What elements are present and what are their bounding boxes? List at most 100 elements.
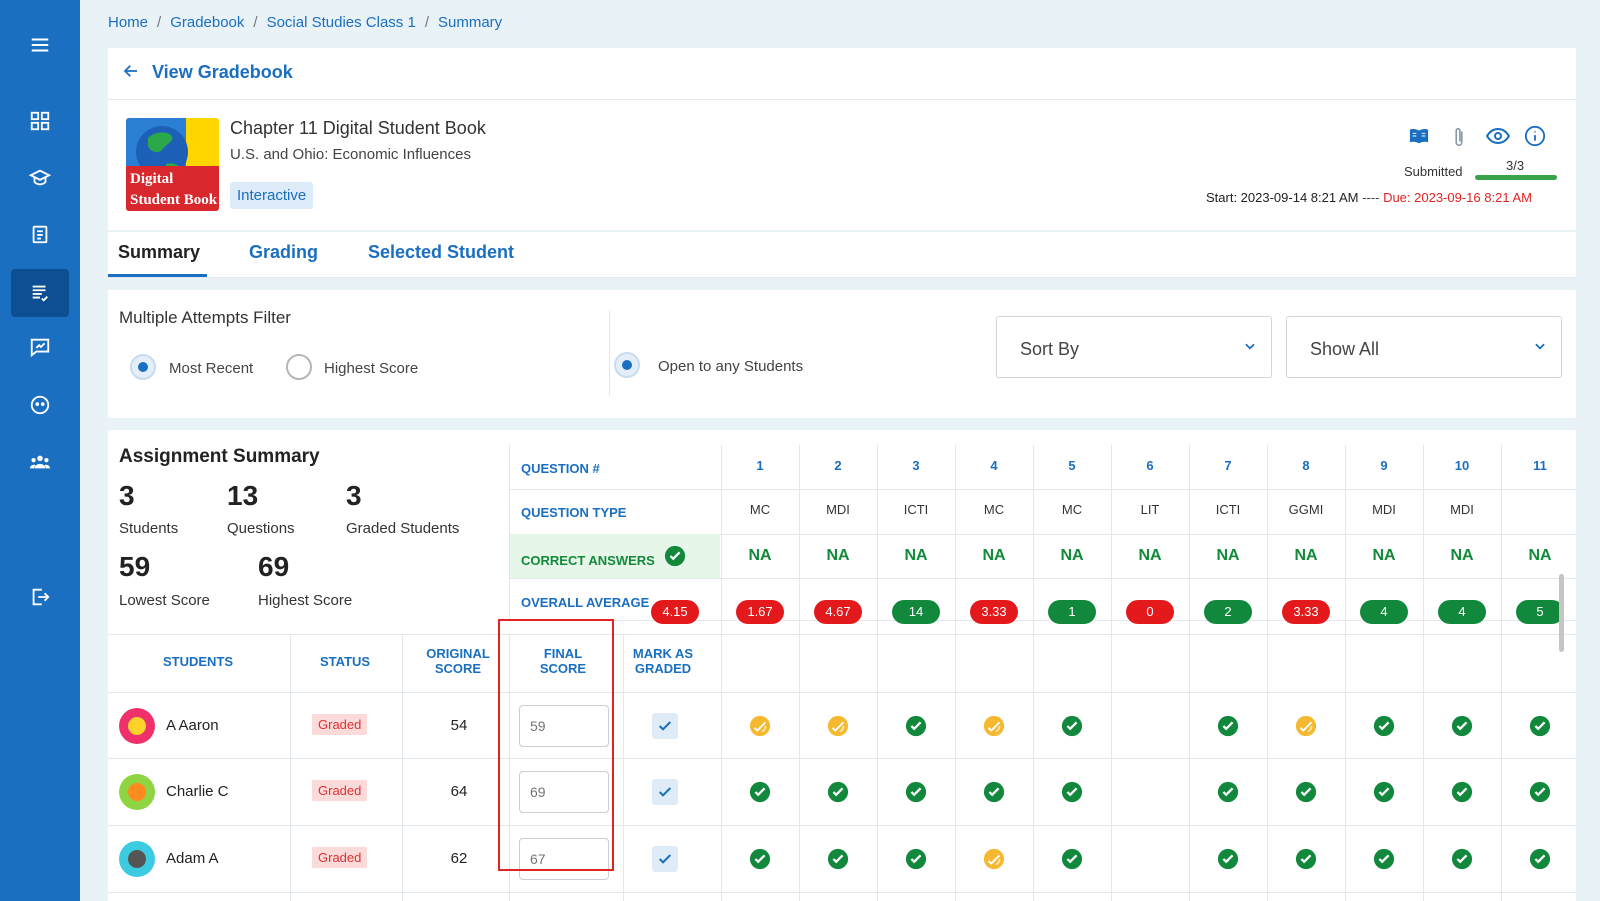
grid-line (1033, 445, 1034, 901)
question-type: MDI (1372, 502, 1396, 517)
tab-selected-student[interactable]: Selected Student (368, 242, 515, 262)
highest-score: 69 (258, 551, 290, 582)
most-recent-radio[interactable] (130, 354, 156, 380)
submitted-progress-bar (1475, 175, 1557, 180)
final-score-input[interactable] (519, 771, 609, 813)
grid-line (1267, 445, 1268, 901)
overall-average-label: OVERALL AVERAGE (521, 595, 650, 610)
assignment-title: Chapter 11 Digital Student Book (230, 118, 486, 138)
tab-grading[interactable]: Grading (249, 242, 319, 262)
correct-check-icon (749, 848, 771, 870)
correct-answer: NA (1528, 547, 1552, 564)
questions-label: Questions (227, 520, 295, 537)
mark-graded-checkbox[interactable] (652, 779, 678, 805)
question-average-badge: 4 (1360, 600, 1408, 624)
dashboard-icon[interactable] (11, 97, 69, 145)
mark-graded-checkbox[interactable] (652, 713, 678, 739)
final-score-input[interactable] (519, 838, 609, 880)
chart-message-icon[interactable] (11, 323, 69, 371)
correct-check-icon (1061, 715, 1083, 737)
highest-score-label: Highest Score (258, 592, 353, 609)
mark-graded-checkbox[interactable] (652, 846, 678, 872)
final-score-input[interactable] (519, 705, 609, 747)
info-icon[interactable] (1524, 125, 1546, 147)
final-score-header-line-1: FINAL (543, 646, 583, 661)
clipboard-icon[interactable] (11, 210, 69, 258)
status-badge: Graded (312, 714, 368, 735)
open-to-students-radio[interactable] (614, 352, 640, 378)
original-score-header-line-2: SCORE (434, 661, 482, 676)
grid-line (290, 634, 291, 901)
breadcrumb-separator: / (424, 14, 429, 31)
question-number: 7 (1224, 458, 1232, 473)
grid-line (509, 445, 510, 620)
student-name[interactable]: Charlie C (166, 783, 229, 800)
filter-panel: Multiple Attempts Filter Most Recent Hig… (108, 290, 1576, 418)
avatar-face (128, 850, 146, 868)
question-average-badge: 0 (1126, 600, 1174, 624)
grid-line (402, 634, 403, 901)
grid-line (721, 445, 722, 901)
correct-check-icon (827, 848, 849, 870)
sort-by-select[interactable]: Sort By (996, 316, 1272, 378)
book-icon[interactable] (1408, 126, 1430, 146)
tab-summary[interactable]: Summary (118, 242, 201, 262)
gradebook-icon[interactable] (11, 269, 69, 317)
mark-as-graded-header-line-1: MARK AS (632, 646, 694, 661)
users-icon[interactable] (11, 438, 69, 486)
final-score-header-line-2: SCORE (539, 661, 587, 676)
summary-title: Assignment Summary (119, 446, 320, 467)
question-type: MDI (1450, 502, 1474, 517)
eye-icon[interactable] (1486, 126, 1510, 146)
question-number: 10 (1454, 458, 1470, 473)
breadcrumb-gradebook[interactable]: Gradebook (170, 14, 245, 31)
partial-credit-icon (983, 848, 1005, 870)
correct-answer: NA (1450, 547, 1474, 564)
question-average-badge: 3.33 (1282, 600, 1330, 624)
graded-label: Graded Students (346, 520, 460, 537)
correct-check-icon (1373, 848, 1395, 870)
grid-line (623, 634, 624, 901)
menu-icon[interactable] (11, 21, 69, 69)
back-arrow-icon[interactable] (122, 62, 140, 80)
correct-check-icon (1451, 848, 1473, 870)
students-count: 3 (119, 480, 135, 511)
correct-answer: NA (1294, 547, 1318, 564)
final-score-highlight (498, 619, 614, 871)
view-gradebook-link[interactable]: View Gradebook (152, 62, 293, 82)
correct-check-icon (1373, 715, 1395, 737)
question-number: 1 (756, 458, 764, 473)
correct-check-icon (1061, 781, 1083, 803)
support-face-icon[interactable] (11, 381, 69, 429)
show-all-select[interactable]: Show All (1286, 316, 1562, 378)
breadcrumb: Home / Gradebook / Social Studies Class 1 / Su… (108, 14, 502, 31)
question-number: 11 (1533, 458, 1547, 473)
original-score: 54 (450, 717, 468, 734)
correct-check-icon (749, 781, 771, 803)
breadcrumb-class[interactable]: Social Studies Class 1 (266, 14, 416, 31)
breadcrumb-summary[interactable]: Summary (438, 14, 503, 31)
book-cover-line-2: Student Book (130, 192, 218, 208)
mark-as-graded-header-line-2: GRADED (634, 661, 692, 676)
graduation-cap-icon[interactable] (11, 154, 69, 202)
highest-score-radio[interactable] (286, 354, 312, 380)
logout-icon[interactable] (11, 573, 69, 621)
attachment-icon[interactable] (1452, 126, 1466, 148)
question-number: 3 (912, 458, 920, 473)
question-number-label: QUESTION # (521, 461, 600, 476)
student-name[interactable]: A Aaron (166, 717, 219, 734)
correct-check-icon (905, 781, 927, 803)
grid-line (799, 445, 800, 901)
grid-line (955, 445, 956, 901)
partial-credit-icon (827, 715, 849, 737)
original-score-header: ORIGINAL SCORE (423, 646, 493, 676)
correct-check-icon (983, 781, 1005, 803)
scrollbar[interactable] (1559, 574, 1564, 652)
avatar-face (128, 783, 146, 801)
question-type: GGMI (1288, 502, 1324, 517)
avatar (119, 841, 155, 877)
breadcrumb-home[interactable]: Home (108, 14, 149, 31)
student-name[interactable]: Adam A (166, 850, 219, 867)
partial-credit-icon (1295, 715, 1317, 737)
question-number: 9 (1380, 458, 1388, 473)
